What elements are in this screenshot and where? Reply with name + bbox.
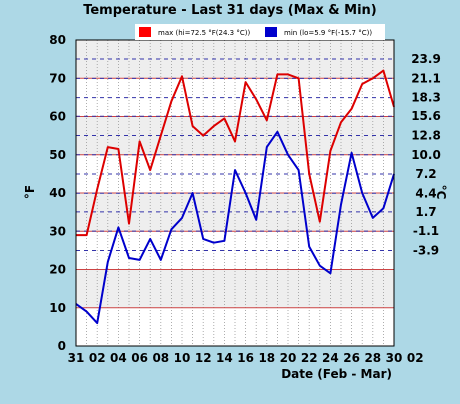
x-tick-label: 12 <box>195 351 212 365</box>
y-tick-label: 40 <box>49 186 66 200</box>
x-tick-label: 26 <box>343 351 360 365</box>
x-tick-label: 22 <box>301 351 318 365</box>
y-right-tick-label: 15.6 <box>411 109 441 123</box>
y-right-tick-label: -1.1 <box>413 224 439 238</box>
x-tick-label: 04 <box>110 351 127 365</box>
x-tick-label: 16 <box>237 351 254 365</box>
y-tick-label: 30 <box>49 224 66 238</box>
y-tick-label: 60 <box>49 110 66 124</box>
y-right-tick-label: -3.9 <box>413 243 439 257</box>
y-tick-label: 80 <box>49 33 66 47</box>
y-right-tick-label: 7.2 <box>415 167 436 181</box>
legend-box <box>135 24 385 40</box>
y-axis-left-ticks: 0 10 20 30 40 50 60 70 80 <box>49 33 66 353</box>
y-right-tick-label: 23.9 <box>411 52 441 66</box>
y-axis-right-label: °C <box>434 185 448 200</box>
x-axis-label: Date (Feb - Mar) <box>281 367 392 381</box>
chart-title: Temperature - Last 31 days (Max & Min) <box>83 3 377 18</box>
grid-band <box>76 40 394 79</box>
x-tick-label: 24 <box>322 351 339 365</box>
horizontal-gridlines <box>76 58 394 309</box>
y-right-tick-label: 10.0 <box>411 148 441 162</box>
x-tick-label: 28 <box>364 351 381 365</box>
series-layer <box>75 69 395 325</box>
x-tick-label: 06 <box>131 351 148 365</box>
x-tick-label: 31 <box>68 351 85 365</box>
x-tick-label: 30 <box>386 351 403 365</box>
x-tick-label: 18 <box>258 351 275 365</box>
series-line-max <box>76 69 395 237</box>
series-line-min <box>75 130 395 325</box>
y-tick-label: 10 <box>49 301 66 315</box>
y-right-tick-label: 12.8 <box>411 128 441 142</box>
x-tick-label: 20 <box>280 351 297 365</box>
grid-band <box>76 116 394 155</box>
x-tick-label: 08 <box>152 351 169 365</box>
legend-min-swatch <box>265 27 277 37</box>
y-tick-label: 50 <box>49 148 66 162</box>
y-right-tick-label: 18.3 <box>411 91 441 105</box>
legend: max (hi=72.5 °F(24.3 °C)) min (lo=5.9 °F… <box>135 24 385 40</box>
x-axis-ticks: 31 02 04 06 08 10 12 14 16 18 20 22 24 26 28 30 02 <box>68 351 424 365</box>
x-tick-label: 02 <box>407 351 424 365</box>
grid-band <box>76 193 394 232</box>
legend-max-label: max (hi=72.5 °F(24.3 °C)) <box>158 29 250 37</box>
legend-min-label: min (lo=5.9 °F(-15.7 °C)) <box>284 29 372 37</box>
x-tick-label: 14 <box>216 351 233 365</box>
x-tick-label: 02 <box>89 351 106 365</box>
y-right-tick-label: 21.1 <box>411 71 441 85</box>
y-right-tick-label: 1.7 <box>415 205 436 219</box>
y-axis-label: °F <box>23 185 37 199</box>
y-tick-label: 20 <box>49 263 66 277</box>
y-tick-label: 70 <box>49 71 66 85</box>
x-tick-label: 10 <box>174 351 191 365</box>
legend-max-swatch <box>139 27 151 37</box>
grid-band <box>76 269 394 308</box>
y-tick-label: 0 <box>58 339 66 353</box>
y-axis-right-ticks: -3.9 -1.1 1.7 4.4 7.2 10.0 12.8 15.6 18.3 21.1 23.… <box>411 52 441 257</box>
y-right-tick-label: 4.4 <box>415 186 436 200</box>
